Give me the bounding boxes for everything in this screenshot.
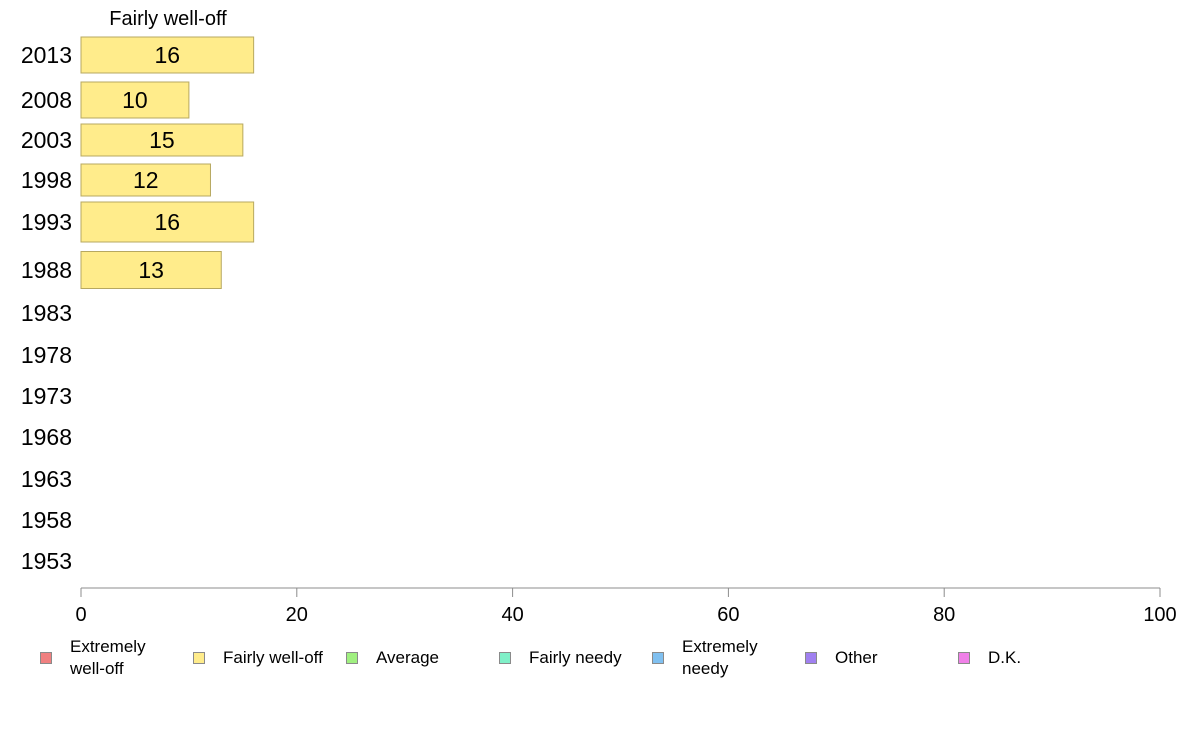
x-tick-label: 0 bbox=[75, 604, 86, 626]
legend-item-extremely-well-off: Extremely well-off bbox=[40, 636, 160, 680]
legend-item-fairly-well-off: Fairly well-off bbox=[193, 647, 323, 669]
y-tick-label: 1958 bbox=[21, 507, 72, 533]
y-tick-label: 2003 bbox=[21, 127, 72, 153]
bar bbox=[80, 201, 255, 243]
x-tick-label: 40 bbox=[501, 604, 523, 626]
x-axis-ticks: 0 20 40 60 80 100 bbox=[75, 588, 1177, 626]
x-tick-label: 80 bbox=[933, 604, 955, 626]
x-tick-label: 20 bbox=[286, 604, 308, 626]
legend-label: Fairly well-off bbox=[223, 648, 323, 667]
y-tick-label: 1978 bbox=[21, 342, 72, 368]
x-tick-label: 100 bbox=[1143, 604, 1176, 626]
legend-label: Fairly needy bbox=[529, 648, 622, 667]
legend-item-average: Average bbox=[346, 647, 439, 669]
bar bbox=[80, 251, 222, 289]
legend-item-extremely-needy: Extremely needy bbox=[652, 636, 772, 680]
y-tick-label: 1983 bbox=[21, 300, 72, 326]
legend-swatch-icon bbox=[346, 652, 358, 664]
legend-swatch-icon bbox=[193, 652, 205, 664]
legend-item-fairly-needy: Fairly needy bbox=[499, 647, 622, 669]
legend-swatch-icon bbox=[652, 652, 664, 664]
y-tick-label: 1998 bbox=[21, 167, 72, 193]
legend-item-dk: D.K. bbox=[958, 647, 1021, 669]
legend-label: Extremely well-off bbox=[70, 637, 146, 678]
chart-title: Fairly well-off bbox=[109, 8, 227, 30]
y-tick-label: 2013 bbox=[21, 42, 72, 68]
bar bbox=[80, 123, 244, 157]
legend-label: Extremely needy bbox=[682, 637, 758, 678]
y-tick-label: 1963 bbox=[21, 466, 72, 492]
legend: Extremely well-off Fairly well-off Avera… bbox=[0, 636, 1188, 686]
bar-value-label: 15 bbox=[149, 127, 175, 153]
bar bbox=[80, 163, 211, 197]
legend-label: Other bbox=[835, 648, 878, 667]
legend-label: Average bbox=[376, 648, 440, 667]
legend-swatch-icon bbox=[958, 652, 970, 664]
bar-value-label: 16 bbox=[155, 42, 181, 68]
legend-item-other: Other bbox=[805, 647, 878, 669]
bar-value-label: 13 bbox=[138, 257, 164, 283]
bar-value-label: 12 bbox=[133, 167, 159, 193]
y-tick-label: 1993 bbox=[21, 209, 72, 235]
y-tick-label: 1973 bbox=[21, 383, 72, 409]
legend-swatch-icon bbox=[499, 652, 511, 664]
legend-swatch-icon bbox=[805, 652, 817, 664]
legend-swatch-icon bbox=[40, 652, 52, 664]
bar bbox=[80, 81, 190, 119]
y-tick-label: 1968 bbox=[21, 424, 72, 450]
bar-value-label: 10 bbox=[122, 87, 148, 113]
y-tick-label: 1953 bbox=[21, 548, 72, 574]
y-tick-label: 2008 bbox=[21, 87, 72, 113]
bar bbox=[80, 36, 255, 74]
x-tick-label: 60 bbox=[717, 604, 739, 626]
legend-label: D.K. bbox=[988, 648, 1022, 667]
y-axis-labels: 2013 2008 2003 1998 1993 1988 1983 1978 1973 1968… bbox=[21, 42, 72, 574]
y-tick-label: 1988 bbox=[21, 257, 72, 283]
bar-value-label: 16 bbox=[155, 209, 181, 235]
